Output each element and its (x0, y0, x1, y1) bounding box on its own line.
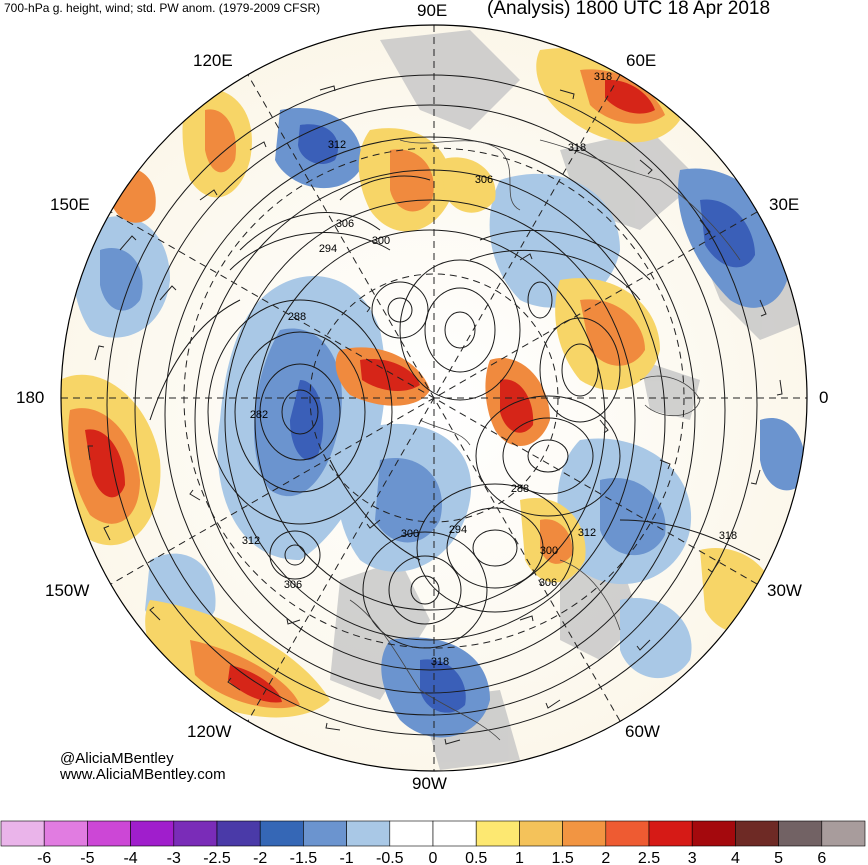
coastlines (349, 139, 741, 741)
colorbar-tick-labels: -6 -5 -4 -3 -2.5 -2 -1.5 -1 -0.5 0 0.5 1 1.5 2 2.5 3 4 5 6 (37, 850, 826, 865)
colorbar-tick-label: 6 (817, 850, 826, 865)
colorbar-box (735, 820, 779, 847)
colorbar-tick-label: -2 (253, 850, 267, 865)
colorbar-box (303, 820, 347, 847)
colorbar-tick-label: 1.5 (551, 850, 573, 865)
contour-label: 318 (568, 142, 586, 154)
contour-label: 312 (578, 527, 596, 539)
colorbar-tick-label: 2 (601, 850, 610, 865)
colorbar-tick-label: 1 (515, 850, 524, 865)
colorbar-box (605, 820, 650, 847)
contour-label-group: 318 318 312 306 306 300 294 288 282 288 … (242, 71, 737, 668)
lon-label-120w: 120W (187, 722, 232, 741)
lon-label-120e: 120E (193, 51, 233, 70)
lon-label-0: 0 (819, 388, 829, 407)
colorbar-box (519, 820, 563, 847)
lon-label-30w: 30W (767, 581, 802, 600)
contour-label: 318 (431, 656, 449, 668)
contour-label: 312 (328, 139, 346, 151)
map-border (60, 24, 808, 772)
colorbar-box (648, 820, 693, 847)
contour-label: 306 (284, 579, 302, 591)
colorbar-boxes (0, 820, 866, 847)
lon-label-60w: 60W (625, 722, 660, 741)
colorbar-box (43, 820, 88, 847)
colorbar-box (389, 820, 434, 847)
colorbar-tick-label: -4 (123, 850, 137, 865)
contour-label: 288 (288, 311, 306, 323)
author-handle: @AliciaMBentley (60, 750, 174, 767)
colorbar-tick-label: 3 (688, 850, 697, 865)
colorbar-box (346, 820, 391, 847)
lon-label-150w: 150W (45, 581, 90, 600)
colorbar-tick-label: 0 (429, 850, 438, 865)
negative-anomalies (73, 108, 806, 738)
colorbar-box (130, 820, 175, 847)
graticule (61, 25, 807, 771)
chart-title-left: 700-hPa g. height, wind; std. PW anom. (… (4, 1, 321, 15)
contour-label: 306 (539, 577, 557, 589)
colorbar-box (778, 820, 823, 847)
contour-label: 294 (449, 524, 467, 536)
colorbar-box (821, 820, 866, 847)
lon-label-180: 180 (16, 388, 45, 407)
contour-label: 300 (401, 528, 419, 540)
author-website: www.AliciaMBentley.com (60, 766, 226, 783)
colorbar-box (173, 820, 218, 847)
colorbar-box (562, 820, 607, 847)
contour-label: 318 (719, 530, 737, 542)
colorbar-box (432, 820, 477, 847)
colorbar-tick-label: -2.5 (203, 850, 231, 865)
colorbar-box (691, 820, 736, 847)
contour-label: 294 (319, 243, 337, 255)
contour-label: 300 (540, 545, 558, 557)
colorbar-tick-label: 5 (774, 850, 783, 865)
contour-label: 312 (242, 535, 260, 547)
colorbar-tick-label: -3 (167, 850, 181, 865)
colorbar-tick-label: 2.5 (638, 850, 660, 865)
lon-label-90e: 90E (417, 1, 448, 20)
colorbar-tick-label: 4 (731, 850, 740, 865)
colorbar-box (0, 820, 45, 847)
contour-label: 318 (594, 71, 612, 83)
contour-label: 282 (250, 409, 268, 421)
lon-label-60e: 60E (626, 51, 657, 70)
lon-label-30e: 30E (769, 195, 800, 214)
wind-barbs (87, 85, 783, 745)
colorbar-tick-label: -6 (37, 850, 51, 865)
colorbar-tick-label: -1.5 (290, 850, 318, 865)
colorbar-tick-label: -0.5 (376, 850, 404, 865)
lon-label-90w: 90W (412, 774, 447, 793)
colorbar-tick-label: 0.5 (465, 850, 487, 865)
contour-label: 288 (511, 483, 529, 495)
contour-label: 306 (475, 174, 493, 186)
colorbar-box (259, 820, 304, 847)
polar-map: 318 318 312 306 306 300 294 288 282 288 … (60, 24, 808, 772)
contour-label: 306 (336, 218, 354, 230)
lon-label-150e: 150E (50, 195, 90, 214)
contour-label: 300 (372, 235, 390, 247)
colorbar-tick-label: -5 (80, 850, 94, 865)
colorbar-tick-label: -1 (339, 850, 353, 865)
pw-anomaly-colorbar: -6 -5 -4 -3 -2.5 -2 -1.5 -1 -0.5 0 0.5 1 1.5 2 2.5 3 4 5 6 (0, 820, 866, 865)
colorbar-box (87, 820, 131, 847)
chart-title-right: (Analysis) 1800 UTC 18 Apr 2018 (487, 0, 771, 19)
colorbar-box (216, 820, 261, 847)
height-contours (106, 74, 761, 736)
colorbar-box (475, 820, 520, 847)
